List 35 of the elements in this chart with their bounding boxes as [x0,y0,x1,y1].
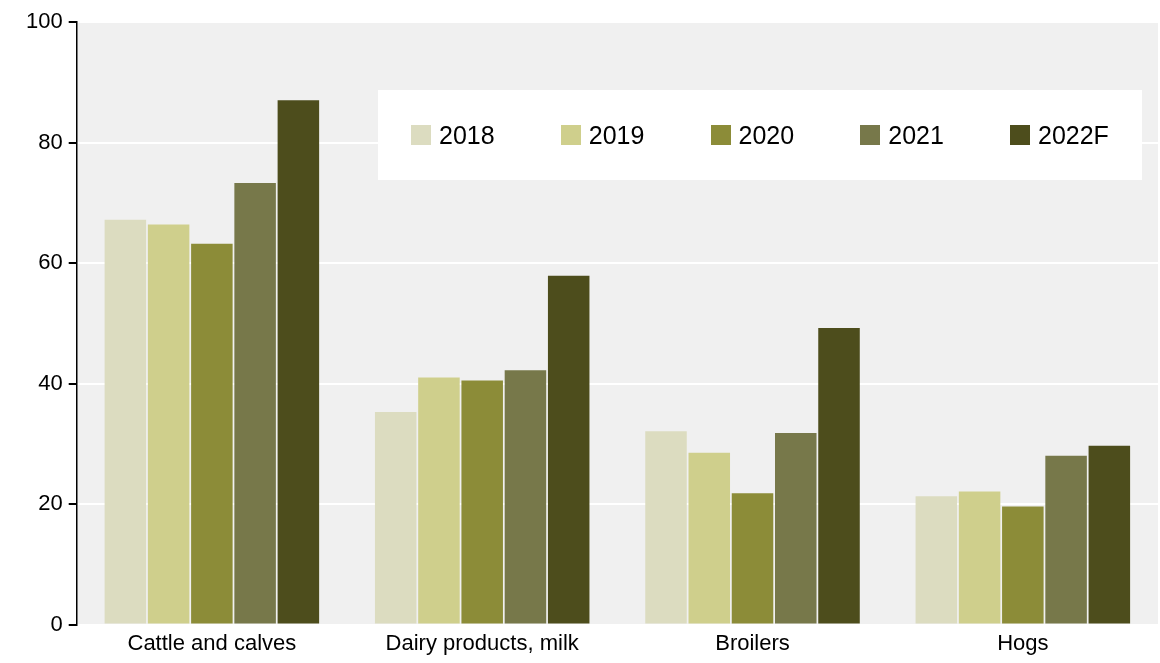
bar [191,243,233,624]
y-tick-label: 40 [38,369,63,395]
y-tick-label: 20 [38,490,63,516]
bar [818,328,860,624]
y-tick-label: 80 [38,128,63,154]
bar [418,377,460,624]
x-tick-label: Hogs [997,629,1049,655]
bar [731,493,774,624]
bar [688,452,731,624]
bar [958,491,1001,624]
bar [1045,455,1087,624]
bar [645,431,687,624]
bar [374,411,417,624]
bar [147,224,190,624]
bar [1088,445,1131,624]
bar [915,496,958,624]
bar [277,100,320,624]
legend-label: 2020 [738,120,795,150]
bar [104,219,147,624]
legend-label: 2022F [1037,120,1109,150]
bar [461,380,503,624]
y-tick-label: 60 [38,249,63,275]
bar [234,182,276,624]
bar [504,370,547,624]
bar [547,275,590,624]
legend-label: 2018 [439,120,495,150]
x-tick-label: Broilers [715,629,790,655]
x-tick-label: Cattle and calves [127,629,297,655]
legend-label: 2019 [588,120,645,150]
y-tick-label: 100 [25,8,63,34]
y-tick-label: 0 [50,610,63,636]
bar [1002,506,1044,624]
bar [775,432,817,624]
x-tick-label: Dairy products, milk [385,629,580,655]
legend-label: 2021 [888,120,944,150]
